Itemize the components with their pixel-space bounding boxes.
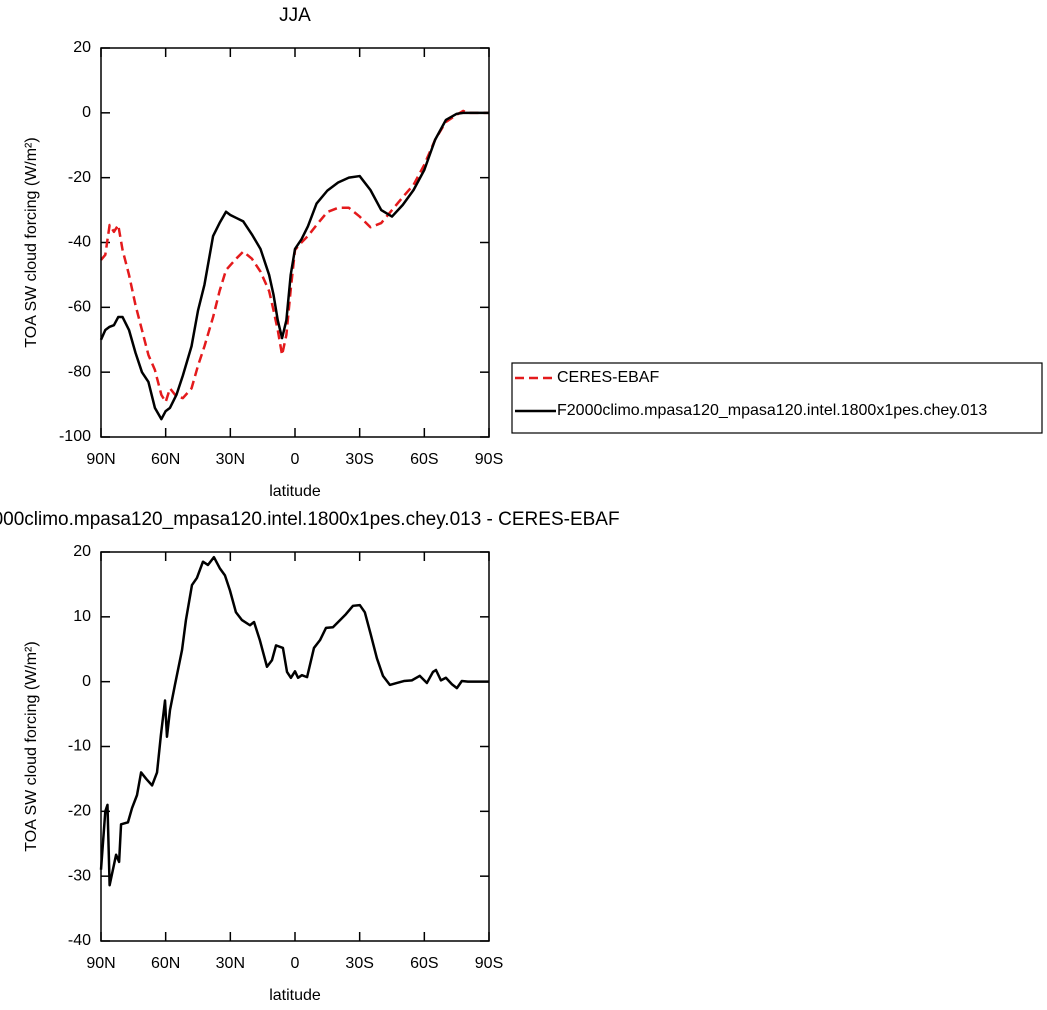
- x-tick-label: 90N: [86, 451, 115, 468]
- y-tick-label: 10: [73, 608, 91, 625]
- x-tick-label: 90S: [475, 955, 503, 972]
- y-tick-label: -20: [68, 803, 91, 820]
- x-tick-label: 30S: [345, 451, 373, 468]
- y-tick-label: -80: [68, 363, 91, 380]
- y-tick-label: 0: [82, 104, 91, 121]
- y-tick-label: -40: [68, 234, 91, 251]
- y-tick-label: 0: [82, 673, 91, 690]
- x-axis-label: latitude: [269, 987, 321, 1004]
- legend-label: F2000climo.mpasa120_mpasa120.intel.1800x…: [557, 402, 987, 419]
- data-line: [99, 111, 489, 421]
- x-tick-label: 60N: [151, 955, 180, 972]
- x-tick-label: 0: [291, 955, 300, 972]
- y-tick-label: -20: [68, 169, 91, 186]
- x-tick-label: 90N: [86, 955, 115, 972]
- x-tick-label: 60S: [410, 955, 438, 972]
- y-tick-label: -60: [68, 299, 91, 316]
- x-tick-label: 90S: [475, 451, 503, 468]
- plot-frame: [100, 47, 490, 438]
- y-axis-label: TOA SW cloud forcing (W/m²): [23, 137, 40, 347]
- x-tick-label: 60S: [410, 451, 438, 468]
- x-tick-label: 0: [291, 451, 300, 468]
- y-tick-label: 20: [73, 543, 91, 560]
- data-line: [99, 555, 489, 887]
- x-axis-label: latitude: [269, 483, 321, 500]
- y-tick-label: 20: [73, 39, 91, 56]
- chart-title: JJA: [279, 5, 311, 26]
- x-tick-label: 60N: [151, 451, 180, 468]
- y-tick-label: -30: [68, 867, 91, 884]
- x-tick-label: 30S: [345, 955, 373, 972]
- chart-title: F2000climo.mpasa120_mpasa120.intel.1800x…: [0, 509, 620, 530]
- plot-frame: [100, 551, 490, 942]
- x-tick-label: 30N: [216, 955, 245, 972]
- y-tick-label: -10: [68, 738, 91, 755]
- y-tick-label: -100: [59, 428, 91, 445]
- data-line: [100, 109, 489, 404]
- x-tick-label: 30N: [216, 451, 245, 468]
- y-axis-label: TOA SW cloud forcing (W/m²): [23, 641, 40, 851]
- legend-box: [511, 362, 1043, 434]
- y-tick-label: -40: [68, 932, 91, 949]
- legend-label: CERES-EBAF: [557, 369, 659, 386]
